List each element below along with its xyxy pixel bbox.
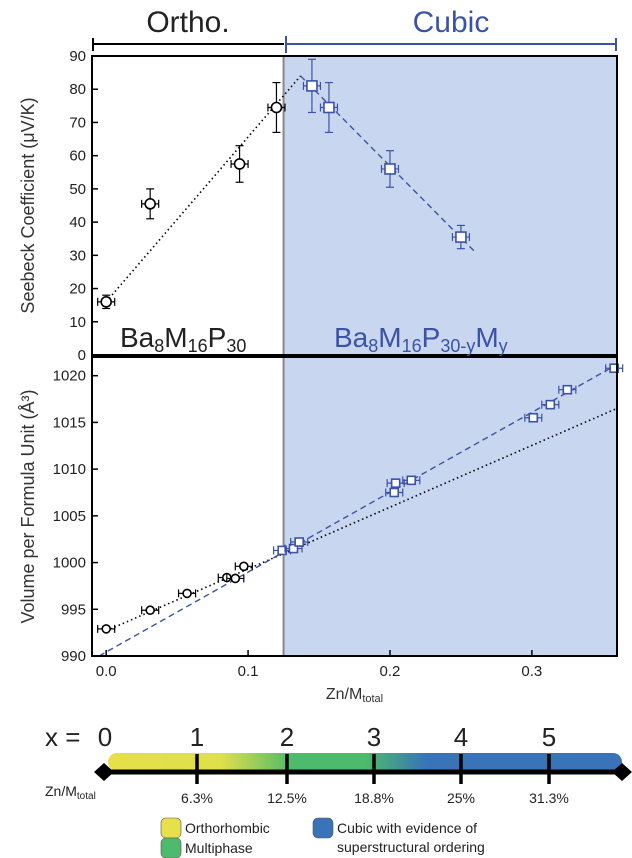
volume-data-point: [386, 478, 405, 488]
seebeck-ytick-label: 50: [69, 181, 86, 198]
seebeck-ytick-label: 40: [69, 214, 86, 231]
composition-axis-label: Zn/Mtotal: [45, 783, 96, 802]
volume-ytick-label: 1010: [53, 461, 86, 478]
seebeck-ytick-label: 10: [69, 314, 86, 331]
composition-bar: x = 0 1 2 3 4 5 6.3% 12.5% 18.8% 25% 31.3% Zn/Mto…: [45, 722, 632, 806]
legend-item-cubic: Cubic with evidence of superstructural o…: [312, 817, 485, 855]
volume-ytick-label: 1020: [53, 368, 86, 385]
legend-label-orthorhombic: Orthorhombic: [185, 820, 270, 836]
volume-xtick-label: 0.2: [380, 663, 401, 680]
volume-data-point: [541, 399, 560, 410]
x-prefix: x =: [45, 722, 80, 752]
volume-xtick-label: 0.0: [96, 663, 117, 680]
seebeck-data-point: [451, 224, 471, 250]
legend-label-cubic-line2: superstructural ordering: [337, 839, 485, 855]
volume-data-point: [605, 363, 624, 374]
seebeck-ytick-label: 30: [69, 247, 86, 264]
composition-pct-label: 6.3%: [181, 790, 213, 806]
composition-pct-label: 31.3%: [529, 790, 569, 806]
composition-pct-label: 12.5%: [267, 790, 307, 806]
seebeck-data-point: [380, 150, 400, 188]
seebeck-ytick-label: 70: [69, 114, 86, 131]
volume-data-point: [385, 487, 404, 498]
x-value-label: 0: [98, 722, 112, 752]
seebeck-panel: 0 10 20 30 40 50 60 70 80 90 Seebeck Coefficient …: [18, 48, 618, 364]
phase-header: Ortho. Cubic: [92, 6, 617, 53]
volume-ytick-label: 990: [61, 648, 86, 665]
legend-item-multiphase: Multiphase: [160, 837, 253, 858]
volume-cubic-region: [283, 357, 617, 656]
seebeck-ytick-label: 20: [69, 281, 86, 298]
seebeck-data-point: [230, 145, 249, 183]
volume-ytick-label: 995: [61, 601, 86, 618]
seebeck-ytick-label: 90: [69, 48, 86, 65]
seebeck-frame: [91, 55, 618, 356]
seebeck-cubic-region: [283, 56, 617, 355]
volume-data-point: [141, 605, 160, 616]
seebeck-data-point: [141, 188, 160, 220]
volume-data-point: [290, 537, 309, 547]
composition-pct-label: 25%: [447, 790, 475, 806]
volume-ytick-label: 1015: [53, 414, 86, 431]
legend-swatch-orthorhombic: [160, 817, 182, 839]
volume-trendline-dotted: [105, 407, 618, 632]
volume-ytick-label: 1000: [53, 555, 86, 572]
x-value-label: 5: [542, 722, 556, 752]
volume-xlabel: Zn/Mtotal: [326, 686, 383, 705]
cubic-formula-label: Ba8M16P30-yMy: [334, 322, 508, 356]
volume-xtick-label: 0.1: [238, 663, 259, 680]
phase-gradient-bar: [108, 753, 622, 771]
seebeck-ytick-label: 60: [69, 148, 86, 165]
x-value-label: 2: [280, 722, 294, 752]
legend-label-cubic-line1: Cubic with evidence of: [337, 820, 477, 836]
seebeck-data-point: [97, 294, 116, 310]
seebeck-ytick-label: 0: [78, 347, 86, 364]
x-value-label: 1: [190, 722, 204, 752]
axis-arrow-left: [94, 763, 114, 781]
legend-label-multiphase: Multiphase: [185, 840, 253, 856]
seebeck-ylabel: Seebeck Coefficient (μV/K): [18, 97, 38, 313]
seebeck-data-point: [319, 81, 339, 134]
volume-data-point: [234, 561, 253, 572]
legend: Orthorhombic Multiphase Cubic with evide…: [160, 817, 485, 858]
legend-item-orthorhombic: Orthorhombic: [160, 817, 270, 839]
volume-data-point: [226, 573, 245, 584]
x-value-label: 4: [454, 722, 468, 752]
volume-data-point: [402, 475, 421, 486]
volume-frame: [91, 356, 618, 657]
volume-ylabel: Volume per Formula Unit (Å³): [18, 389, 38, 623]
volume-xtick-label: 0.3: [521, 663, 542, 680]
ortho-formula-label: Ba8M16P30: [120, 322, 246, 356]
legend-swatch-cubic: [312, 817, 334, 839]
volume-data-point: [177, 588, 197, 599]
legend-swatch-multiphase: [160, 837, 182, 858]
x-value-label: 3: [367, 722, 381, 752]
volume-ytick-label: 1005: [53, 508, 86, 525]
seebeck-trendline-dotted: [105, 75, 302, 303]
seebeck-data-point: [267, 81, 286, 134]
volume-data-point: [558, 384, 577, 395]
seebeck-ytick-label: 80: [69, 81, 86, 98]
seebeck-data-point: [302, 58, 322, 114]
volume-data-point: [97, 624, 116, 634]
axis-arrow-right: [612, 763, 632, 781]
cubic-header-label: Cubic: [413, 6, 490, 39]
ortho-header-label: Ortho.: [146, 6, 229, 39]
composition-pct-label: 18.8%: [354, 790, 394, 806]
volume-data-point: [524, 412, 543, 423]
